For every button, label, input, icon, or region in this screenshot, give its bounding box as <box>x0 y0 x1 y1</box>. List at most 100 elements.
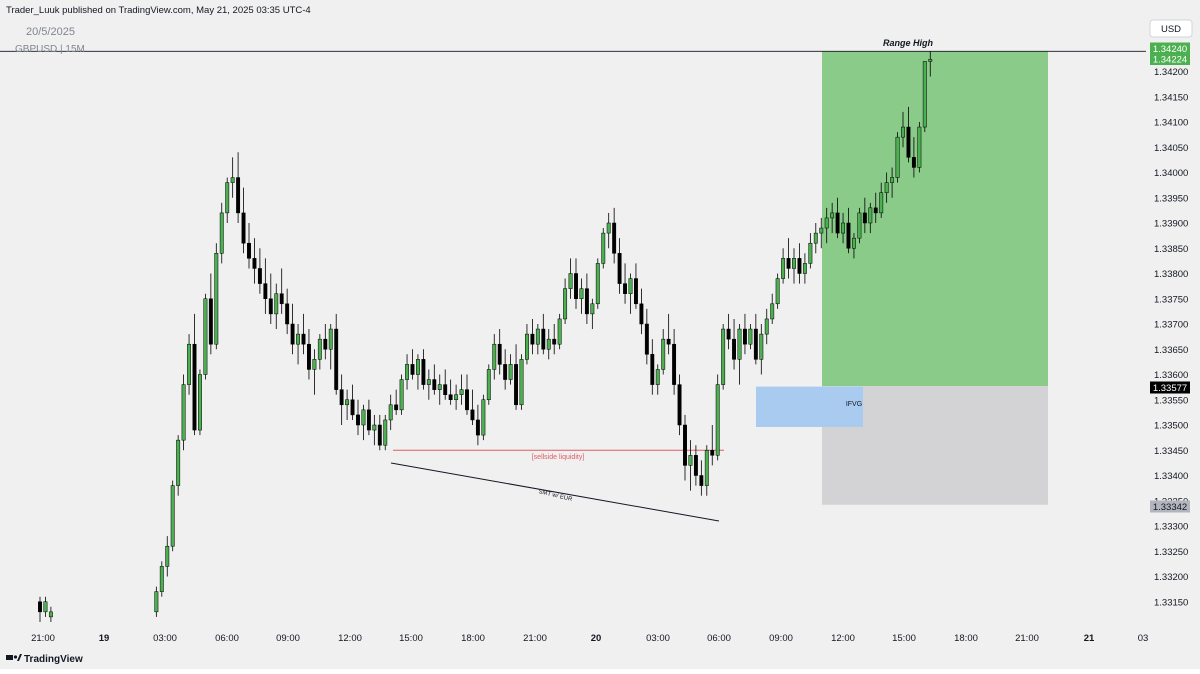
candle[interactable] <box>699 460 704 496</box>
candle[interactable] <box>797 243 802 284</box>
candle[interactable] <box>612 207 617 264</box>
candle[interactable] <box>890 167 895 198</box>
candle[interactable] <box>792 248 796 284</box>
candle[interactable] <box>704 445 709 496</box>
candle[interactable] <box>824 207 829 244</box>
candle[interactable] <box>443 369 448 400</box>
candle[interactable] <box>672 329 677 395</box>
candle[interactable] <box>394 389 399 415</box>
candle[interactable] <box>170 480 175 552</box>
candle[interactable] <box>437 374 442 405</box>
candle[interactable] <box>508 354 513 385</box>
candle[interactable] <box>519 354 524 410</box>
candle[interactable] <box>819 217 824 249</box>
candle[interactable] <box>879 182 884 218</box>
candle[interactable] <box>350 384 355 420</box>
candle[interactable] <box>252 238 257 284</box>
candle[interactable] <box>895 132 900 183</box>
candle[interactable] <box>634 263 638 309</box>
candle[interactable] <box>677 374 682 436</box>
candle[interactable] <box>552 324 557 355</box>
candle[interactable] <box>372 414 377 446</box>
candle[interactable] <box>247 223 251 269</box>
candle[interactable] <box>421 349 426 390</box>
candle[interactable] <box>514 344 518 410</box>
candle[interactable] <box>541 313 546 355</box>
candle[interactable] <box>857 207 862 244</box>
candle[interactable] <box>481 394 486 441</box>
candle[interactable] <box>584 273 589 325</box>
candle[interactable] <box>813 223 818 254</box>
candle[interactable] <box>274 283 279 330</box>
candle[interactable] <box>617 238 622 294</box>
candle[interactable] <box>917 122 922 173</box>
candle[interactable] <box>334 313 339 395</box>
candle[interactable] <box>862 197 867 234</box>
candle[interactable] <box>198 369 202 436</box>
currency-button[interactable] <box>1149 19 1193 38</box>
candle[interactable] <box>644 308 649 365</box>
candle[interactable] <box>159 561 164 597</box>
candle[interactable] <box>43 596 48 617</box>
candle[interactable] <box>399 374 404 415</box>
candle[interactable] <box>595 258 600 309</box>
candle[interactable] <box>356 399 360 436</box>
candle[interactable] <box>721 324 726 390</box>
candle[interactable] <box>296 324 301 365</box>
candle[interactable] <box>906 106 911 163</box>
candle[interactable] <box>737 324 742 385</box>
candle[interactable] <box>574 258 578 309</box>
candle[interactable] <box>285 288 290 335</box>
candle[interactable] <box>187 334 192 395</box>
candle[interactable] <box>710 425 715 466</box>
candle[interactable] <box>601 228 606 269</box>
candle[interactable] <box>416 354 420 390</box>
candle[interactable] <box>38 596 42 622</box>
candle[interactable] <box>732 318 736 370</box>
tradingview-brand[interactable]: TradingView <box>24 654 83 665</box>
candle[interactable] <box>623 263 627 304</box>
candle[interactable] <box>830 202 835 234</box>
candle[interactable] <box>203 293 208 380</box>
candle[interactable] <box>279 268 284 314</box>
candle[interactable] <box>388 394 393 431</box>
candle[interactable] <box>459 374 464 405</box>
candle[interactable] <box>290 303 295 355</box>
candle[interactable] <box>568 258 573 299</box>
candle[interactable] <box>426 369 431 400</box>
candle[interactable] <box>257 248 262 294</box>
candle[interactable] <box>841 212 845 244</box>
candle[interactable] <box>628 273 633 314</box>
candle[interactable] <box>688 440 693 491</box>
candle[interactable] <box>661 329 666 375</box>
candle[interactable] <box>579 278 584 314</box>
candle[interactable] <box>770 293 775 324</box>
candle[interactable] <box>345 389 350 420</box>
candle[interactable] <box>448 379 453 405</box>
candle[interactable] <box>328 324 333 370</box>
candle[interactable] <box>361 404 366 441</box>
time-axis[interactable]: 21:00 19 03:00 06:00 09:00 12:00 15:00 18:00 21:… <box>31 633 1148 644</box>
candle[interactable] <box>884 172 889 203</box>
candle[interactable] <box>497 329 502 375</box>
candle[interactable] <box>301 313 306 355</box>
candle[interactable] <box>405 354 410 390</box>
candle[interactable] <box>317 334 322 370</box>
candle[interactable] <box>748 324 753 350</box>
candle[interactable] <box>454 384 459 410</box>
candle[interactable] <box>525 324 529 365</box>
candle[interactable] <box>492 334 497 380</box>
candle[interactable] <box>753 313 758 365</box>
candle[interactable] <box>236 152 241 223</box>
candle[interactable] <box>410 349 415 380</box>
candle[interactable] <box>911 137 916 178</box>
candle[interactable] <box>852 233 856 259</box>
candle[interactable] <box>432 364 437 395</box>
candle[interactable] <box>639 288 644 335</box>
candle[interactable] <box>377 414 382 451</box>
candle[interactable] <box>165 536 170 577</box>
candle[interactable] <box>846 207 851 254</box>
candle[interactable] <box>683 414 687 481</box>
